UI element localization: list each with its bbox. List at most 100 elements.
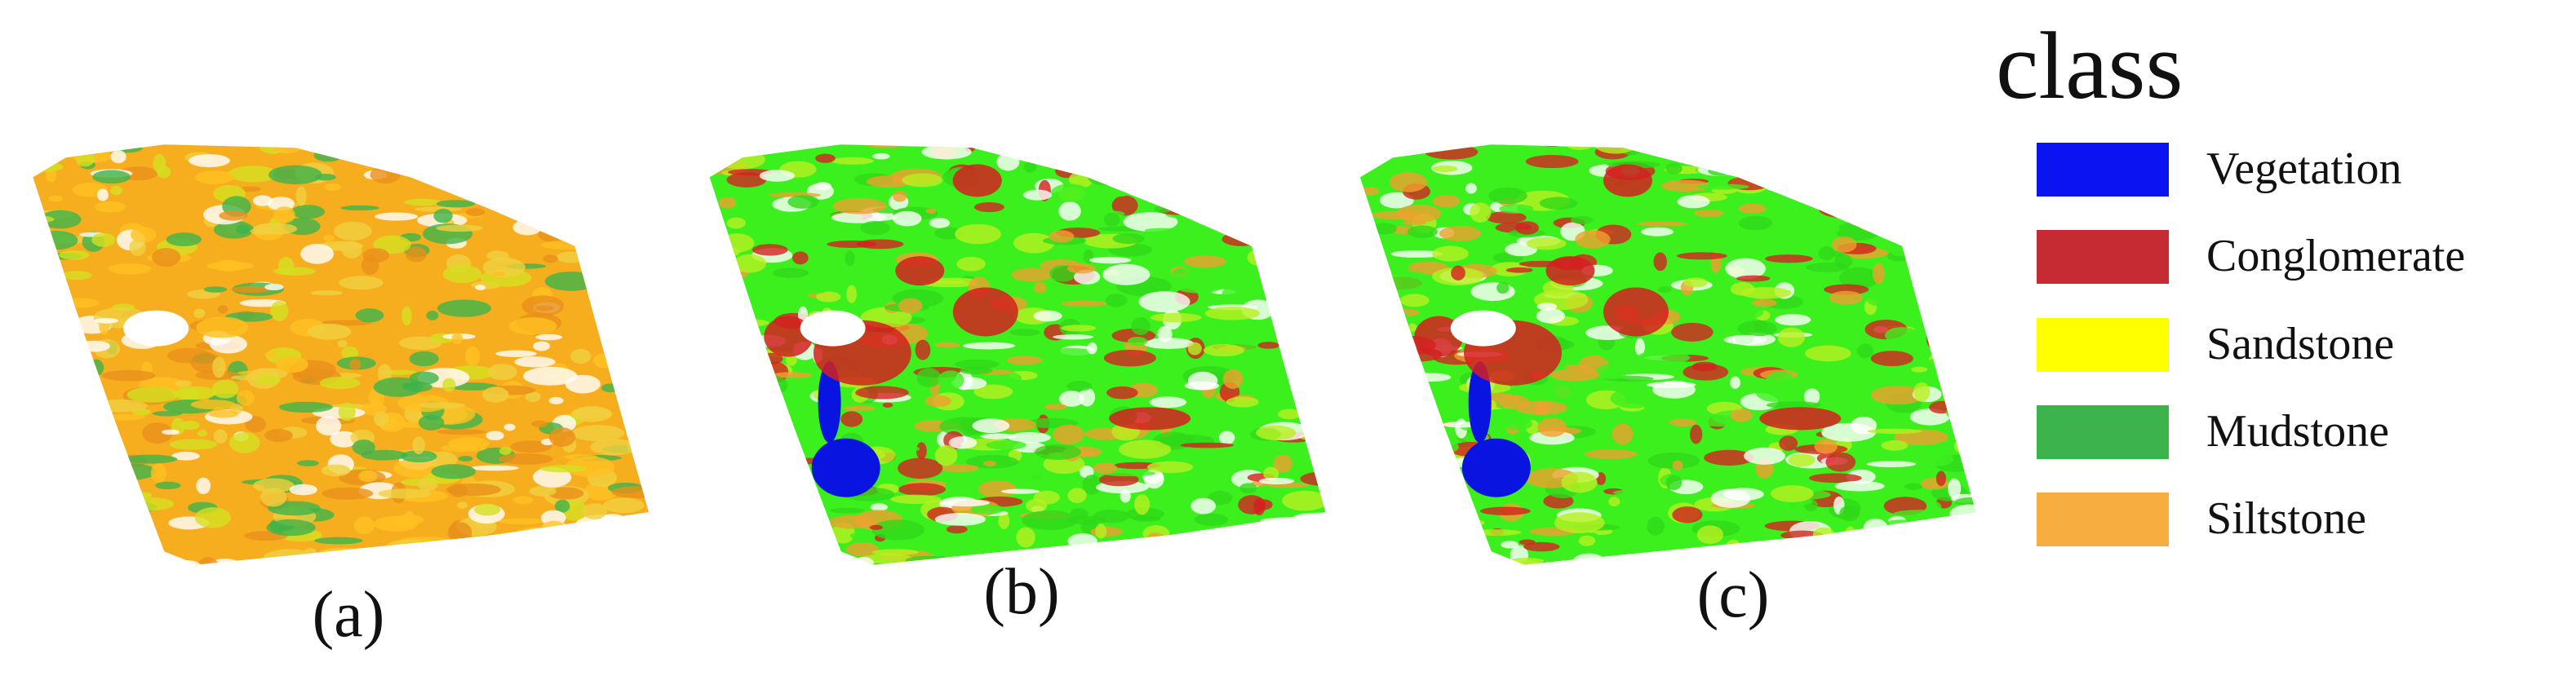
cloud-patch — [1193, 182, 1249, 192]
cloud-patch — [1683, 277, 1708, 288]
cloud-patch — [1149, 396, 1187, 409]
cloud-patch — [1262, 274, 1315, 282]
cloud-patch — [316, 416, 342, 436]
cloud-patch — [738, 467, 758, 474]
cloud-patch — [892, 190, 907, 202]
cloud-patch — [1839, 505, 1860, 522]
cloud-patch — [1526, 236, 1567, 250]
cloud-patch — [501, 177, 548, 192]
cloud-patch — [750, 386, 761, 400]
cloud-patch — [1066, 263, 1097, 274]
cloud-patch — [552, 219, 570, 226]
cloud-patch — [1016, 144, 1028, 149]
cloud-patch — [1018, 467, 1043, 486]
cloud-patch — [1613, 488, 1669, 497]
cloud-patch — [1220, 552, 1266, 560]
cloud-patch — [581, 223, 619, 237]
cloud-patch — [1033, 281, 1047, 294]
cloud-patch — [1964, 561, 1975, 565]
cloud-patch — [1235, 169, 1248, 187]
cloud-patch — [551, 172, 579, 192]
cloud-patch — [457, 501, 468, 509]
cloud-patch — [1945, 398, 1976, 405]
cloud-patch — [536, 223, 575, 232]
cloud-patch — [709, 365, 724, 386]
cloud-patch — [503, 183, 552, 194]
cloud-patch — [1891, 250, 1911, 257]
cloud-patch — [525, 391, 541, 402]
cloud-patch — [1710, 488, 1751, 508]
cloud-patch — [190, 400, 236, 410]
cloud-patch — [1741, 356, 1758, 366]
cloud-patch — [212, 356, 226, 378]
cloud-patch — [1671, 322, 1714, 342]
cloud-patch — [828, 515, 875, 529]
cloud-patch — [924, 395, 951, 408]
cloud-patch — [588, 558, 641, 565]
point-cloud — [709, 144, 1326, 565]
cloud-patch — [709, 427, 731, 444]
cloud-patch — [1150, 312, 1202, 322]
cloud-patch — [811, 438, 880, 497]
cloud-patch — [1505, 267, 1533, 273]
cloud-patch — [313, 148, 343, 162]
cloud-patch — [1093, 163, 1141, 172]
cloud-patch — [1529, 431, 1575, 445]
cloud-patch — [1282, 490, 1326, 511]
cloud-patch — [1873, 530, 1904, 540]
cloud-patch — [1279, 331, 1305, 341]
cloud-patch — [719, 522, 731, 528]
cloud-patch — [709, 558, 751, 565]
cloud-patch — [860, 220, 890, 236]
cloud-patch — [1752, 152, 1767, 160]
cloud-patch — [1752, 298, 1777, 307]
cloud-patch — [846, 285, 858, 303]
cloud-patch — [353, 516, 375, 535]
cloud-patch — [175, 379, 192, 388]
cloud-patch — [1179, 148, 1190, 166]
cloud-patch — [1372, 385, 1413, 404]
cloud-patch — [1370, 464, 1391, 475]
cloud-patch — [1103, 213, 1120, 227]
cloud-patch — [1221, 287, 1238, 301]
cloud-patch — [709, 323, 755, 343]
cloud-patch — [1900, 568, 1918, 580]
cloud-patch — [986, 440, 1026, 450]
cloud-patch — [415, 206, 462, 212]
legend-swatch — [2037, 493, 2169, 546]
cloud-patch — [290, 205, 326, 219]
cloud-patch — [816, 291, 841, 303]
cloud-patch — [1561, 471, 1598, 493]
cloud-patch — [571, 425, 625, 442]
cloud-patch — [510, 440, 552, 453]
cloud-patch — [289, 484, 317, 496]
cloud-patch — [1537, 417, 1567, 437]
cloud-patch — [1238, 222, 1268, 232]
cloud-patch — [461, 537, 516, 557]
cloud-patch — [1269, 296, 1298, 309]
cloud-patch — [1708, 166, 1731, 176]
cloud-patch — [870, 503, 888, 511]
legend-swatch — [2037, 143, 2169, 197]
cloud-patch — [543, 254, 558, 263]
cloud-patch — [1676, 252, 1727, 260]
cloud-patch — [1061, 300, 1107, 307]
cloud-patch — [1359, 497, 1379, 518]
legend-title: class — [1996, 12, 2183, 119]
cloud-patch — [33, 378, 56, 387]
cloud-patch — [544, 271, 598, 291]
cloud-patch — [485, 431, 504, 441]
cloud-patch — [443, 264, 482, 284]
cloud-patch — [499, 453, 553, 465]
cloud-patch — [401, 306, 412, 326]
cloud-patch — [1433, 477, 1456, 493]
cloud-patch — [1774, 474, 1808, 482]
cloud-patch — [832, 197, 887, 214]
cloud-patch — [1289, 144, 1316, 161]
cloud-patch — [974, 202, 1004, 213]
cloud-patch — [400, 450, 437, 463]
cloud-patch — [304, 547, 317, 555]
cloud-patch — [1585, 449, 1638, 459]
cloud-patch — [1302, 185, 1326, 204]
cloud-patch — [1866, 461, 1917, 468]
